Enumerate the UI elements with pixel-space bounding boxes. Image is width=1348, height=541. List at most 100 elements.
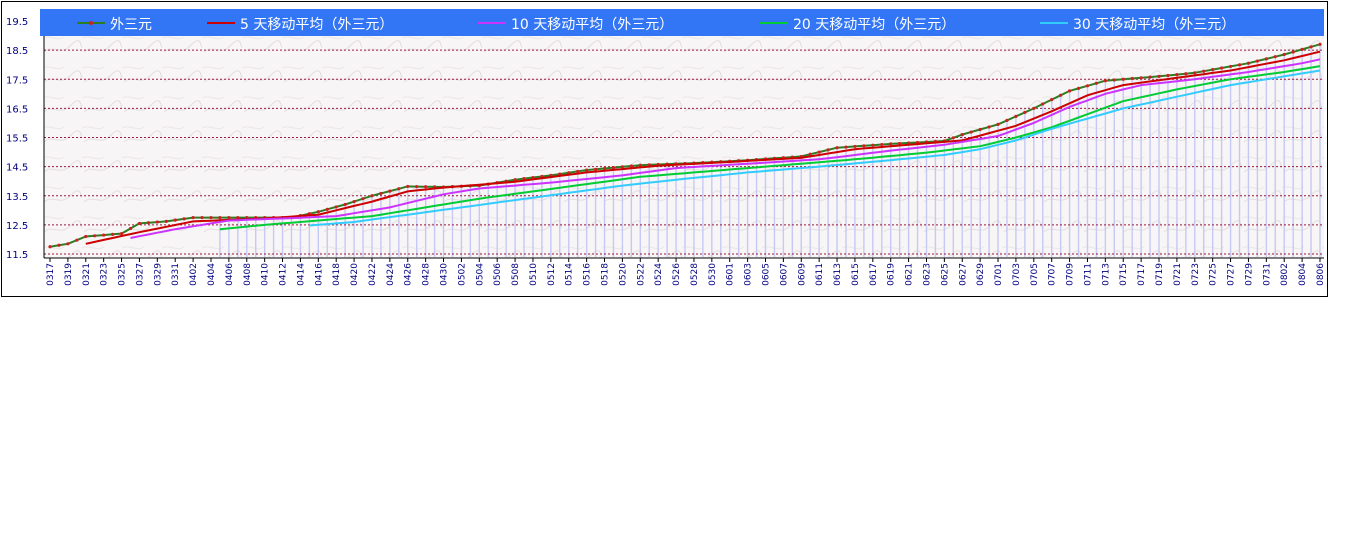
series-point [576, 169, 580, 174]
series-point [48, 245, 52, 249]
x-tick-label: 0426 [404, 263, 414, 286]
series-point [1282, 52, 1286, 57]
series-point [862, 144, 866, 148]
x-tick-label: 0512 [547, 263, 557, 286]
series-point [1059, 93, 1063, 97]
series-point [1005, 118, 1009, 122]
x-tick-label: 0418 [332, 263, 342, 286]
x-tick-label: 0729 [1244, 263, 1254, 286]
series-point [1264, 57, 1268, 61]
y-tick-label: 18.5 [6, 46, 28, 57]
x-tick-label: 0319 [64, 263, 74, 286]
legend-label: 30 天移动平均（外三元） [1073, 17, 1235, 33]
series-point [817, 150, 821, 154]
series-point [66, 242, 70, 246]
x-tick-label: 0709 [1066, 263, 1076, 286]
x-tick-label: 0430 [440, 263, 450, 286]
x-tick-label: 0701 [994, 263, 1004, 286]
series-point [388, 189, 392, 193]
series-point [987, 125, 991, 129]
series-point [343, 202, 347, 207]
series-point [585, 168, 589, 172]
series-lines [48, 42, 1322, 249]
x-tick-label: 0613 [833, 263, 843, 286]
series-point [1139, 76, 1143, 80]
x-tick-label: 0725 [1209, 263, 1219, 286]
x-tick-label: 0621 [905, 263, 915, 286]
x-tick-label: 0607 [779, 263, 789, 286]
series-point [316, 210, 320, 214]
series-point [593, 167, 598, 171]
x-tick-label: 0615 [851, 263, 861, 286]
legend-label: 10 天移动平均（外三元） [511, 17, 673, 33]
series-point [128, 226, 133, 231]
series-point [236, 215, 240, 220]
series-point [1041, 102, 1045, 106]
x-tick-label: 0717 [1137, 263, 1147, 286]
series-point [513, 178, 517, 182]
series-point [137, 221, 142, 226]
x-tick-label: 0514 [565, 263, 575, 286]
x-tick-labels: 0317 0319 0321 0323 0325 0327 0329 0331 0402 0404… [46, 258, 1326, 286]
series-point [1157, 74, 1161, 78]
x-tick-label: 0329 [153, 263, 163, 286]
x-tick-label: 0605 [761, 263, 771, 286]
axes [43, 9, 1324, 259]
x-tick-label: 0424 [386, 263, 396, 286]
x-tick-label: 0806 [1316, 263, 1326, 286]
y-tick-label: 14.5 [6, 163, 28, 174]
series-point [1193, 71, 1197, 75]
x-tick-label: 0506 [493, 263, 503, 286]
x-tick-label: 0321 [82, 263, 92, 286]
x-tick-label: 0802 [1280, 263, 1290, 286]
x-tick-label: 0731 [1262, 263, 1272, 286]
series-point [1273, 55, 1277, 59]
series-point [84, 234, 88, 239]
series-point [1103, 79, 1107, 83]
x-tick-label: 0727 [1227, 263, 1237, 286]
series-point [638, 163, 642, 167]
x-tick-label: 0719 [1155, 263, 1165, 286]
x-tick-label: 0502 [457, 263, 467, 286]
series-point [1130, 76, 1134, 81]
series-point [1246, 61, 1251, 65]
x-tick-label: 0327 [135, 263, 145, 286]
x-tick-label: 0317 [46, 263, 56, 286]
y-tick-label: 16.5 [6, 104, 28, 115]
x-tick-label: 0611 [815, 263, 825, 286]
x-tick-label: 0713 [1101, 263, 1111, 286]
series-point [146, 221, 150, 225]
series-point [370, 194, 374, 198]
series-point [227, 215, 231, 220]
series-point [1032, 106, 1036, 110]
series-point [200, 215, 204, 220]
y-tick-label: 11.5 [6, 250, 28, 261]
x-tick-label: 0404 [207, 263, 217, 286]
series-point [1220, 66, 1224, 70]
series-point [164, 219, 168, 223]
y-tick-labels: 19.5 18.5 17.5 16.5 15.5 14.5 13.5 12.5 11.5 [6, 17, 28, 261]
series-point [397, 187, 401, 191]
x-tick-label: 0323 [100, 263, 110, 286]
series-point [871, 143, 875, 147]
series-point [567, 171, 571, 175]
series-point [1166, 73, 1170, 78]
series-point [1014, 114, 1018, 118]
series-line-2 [130, 58, 1321, 239]
series-point [960, 132, 964, 137]
y-tick-label: 12.5 [6, 221, 28, 232]
x-tick-label: 0524 [654, 263, 664, 286]
x-tick-label: 0516 [583, 263, 593, 286]
series-point [826, 148, 830, 152]
series-point [182, 217, 186, 221]
x-tick-label: 0410 [261, 263, 271, 286]
series-point [173, 218, 177, 222]
x-tick-label: 0721 [1173, 263, 1183, 286]
y-tick-label: 15.5 [6, 134, 28, 145]
series-point [522, 177, 526, 181]
x-tick-label: 0412 [279, 263, 289, 286]
series-point [1202, 69, 1206, 73]
legend-label: 5 天移动平均（外三元） [240, 17, 393, 33]
series-point [978, 127, 982, 132]
series-point [209, 215, 213, 220]
